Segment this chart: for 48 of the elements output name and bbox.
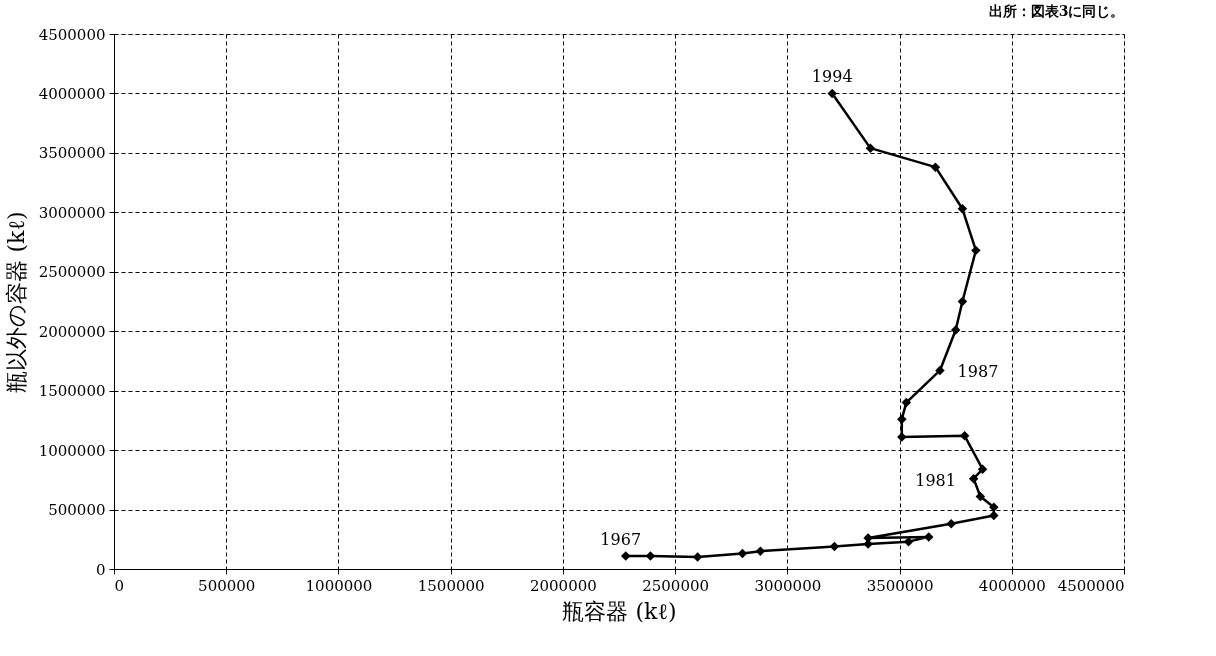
x-tick-label: 1000000 (305, 576, 373, 595)
point (755, 546, 766, 556)
y-tick-label: 2000000 (38, 322, 106, 341)
x-axis-title: 瓶容器 (kℓ) (562, 598, 677, 624)
x-tick-label: 3500000 (866, 576, 934, 595)
point (971, 245, 981, 256)
point (959, 431, 970, 441)
point (968, 473, 979, 484)
annotation: 1994 (811, 67, 853, 87)
annotation: 1967 (600, 529, 642, 549)
point (977, 464, 988, 474)
y-tick-label: 3000000 (38, 203, 106, 222)
y-tick-label: 4500000 (38, 25, 106, 44)
point (737, 548, 748, 559)
y-axis-title: 瓶以外の容器 (kℓ) (3, 211, 29, 393)
point (930, 162, 941, 172)
x-tick-label: 4000000 (978, 576, 1046, 595)
y-tick-label: 0 (95, 560, 106, 579)
point (989, 510, 999, 521)
x-tick-label: 2000000 (529, 576, 597, 595)
y-tick-label: 2500000 (38, 263, 106, 282)
annotation: 1987 (957, 362, 999, 382)
point (865, 143, 876, 153)
point (975, 491, 986, 502)
point (827, 88, 837, 99)
point (901, 397, 912, 408)
x-tick-label: 0 (114, 576, 125, 595)
point (946, 519, 956, 529)
y-tick-label: 1000000 (38, 441, 106, 460)
point (935, 365, 945, 376)
y-tick-label: 1500000 (38, 382, 106, 401)
point (950, 325, 961, 335)
point (957, 204, 968, 214)
point (897, 414, 907, 424)
y-tick-label: 4000000 (38, 84, 106, 103)
text: 出所：図表3に同じ。 (988, 3, 1125, 19)
x-tick-label: 500000 (198, 576, 256, 595)
point (829, 541, 840, 552)
x-tick-label: 2500000 (642, 576, 710, 595)
x-tick-label: 3000000 (754, 576, 822, 595)
x-tick-label: 1500000 (417, 576, 485, 595)
y-tick-label: 500000 (48, 501, 106, 520)
y-tick-label: 3500000 (38, 144, 106, 163)
x-tick-label: 4500000 (1057, 576, 1125, 595)
point (957, 296, 968, 307)
point (989, 502, 999, 512)
point (620, 551, 631, 561)
annotation: 1981 (915, 470, 956, 490)
